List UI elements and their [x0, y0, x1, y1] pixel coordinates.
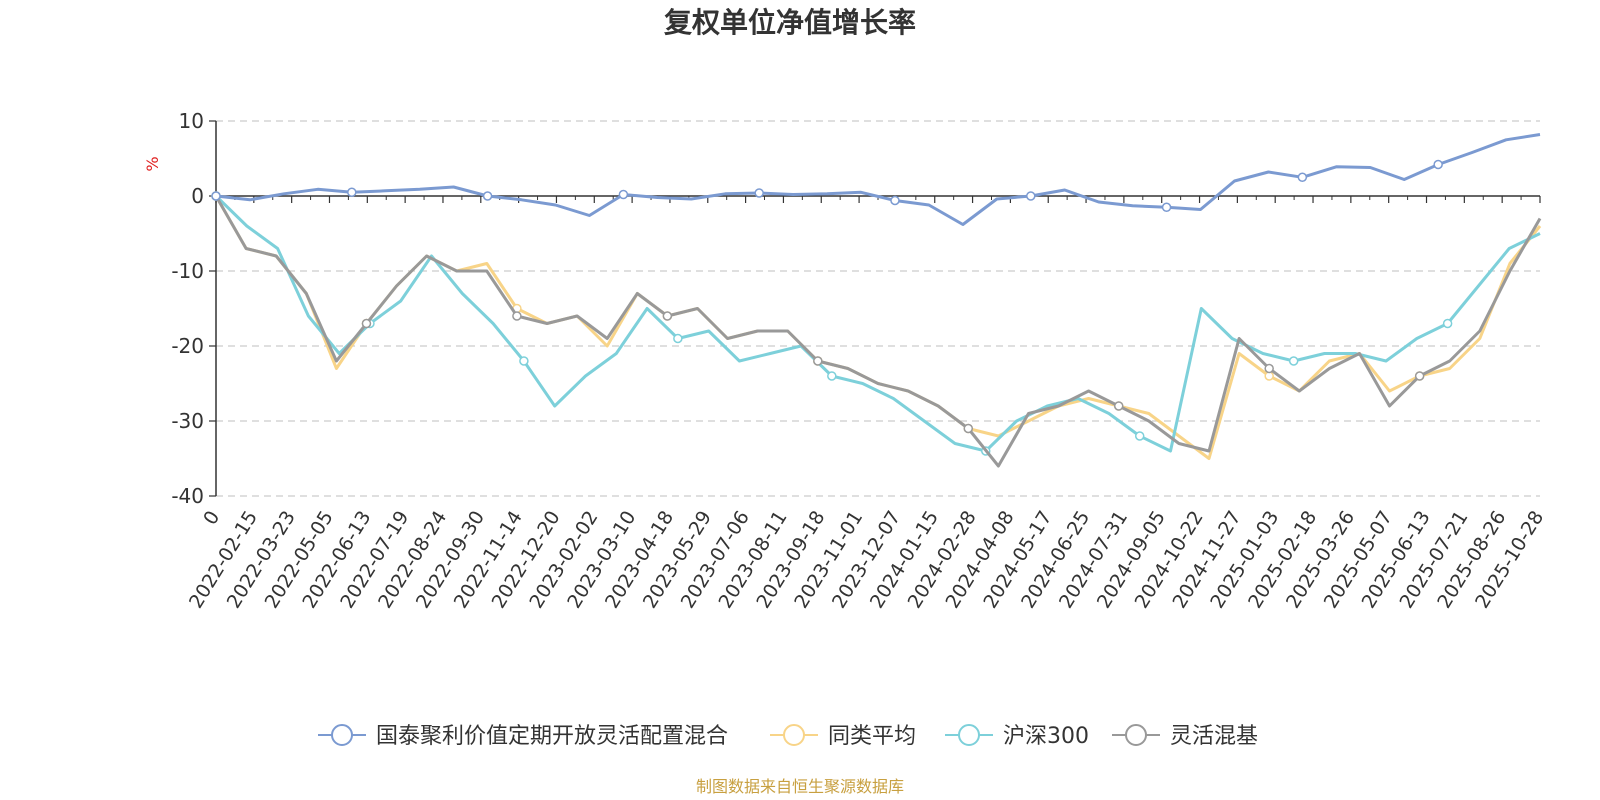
data-point: [673, 333, 683, 344]
data-point: [347, 187, 357, 197]
y-tick-label: -20: [171, 334, 204, 358]
data-point: [1433, 159, 1443, 170]
data-point: [519, 356, 529, 366]
data-point: [1113, 401, 1124, 411]
data-point: [754, 188, 764, 198]
legend-marker: [958, 724, 980, 746]
data-point: [1288, 356, 1299, 366]
x-axis: 02022-02-152022-03-232022-05-052022-06-1…: [185, 195, 1548, 612]
series-layer: [211, 133, 1542, 468]
legend-item-3[interactable]: 灵活混基: [1112, 724, 1258, 749]
legend-item-2[interactable]: 沪深300: [945, 724, 1089, 749]
legend-item-1[interactable]: 同类平均: [770, 724, 916, 749]
legend-marker: [331, 724, 353, 746]
series-line-2: [214, 194, 1541, 453]
data-point: [963, 423, 974, 434]
data-point: [1161, 202, 1172, 212]
data-point: [482, 191, 493, 201]
legend-label: 国泰聚利价值定期开放灵活配置混合: [376, 724, 728, 749]
legend[interactable]: 国泰聚利价值定期开放灵活配置混合 同类平均 沪深300 灵活混基: [318, 724, 1258, 749]
y-tick-label: 10: [179, 109, 204, 133]
legend-marker: [1125, 724, 1147, 746]
series-line-1: [214, 195, 1542, 460]
data-point: [662, 311, 673, 321]
data-point: [512, 311, 522, 321]
y-tick-label: -30: [171, 409, 204, 433]
y-axis: 10 0 -10 -20 -30 -40: [171, 109, 217, 508]
legend-label: 同类平均: [828, 724, 916, 749]
legend-marker: [783, 724, 805, 746]
data-point: [211, 191, 221, 201]
y-tick-label: 0: [191, 184, 204, 208]
series-line-3: [214, 195, 1542, 468]
data-point: [1442, 318, 1453, 329]
legend-label: 沪深300: [1003, 724, 1089, 749]
y-tick-label: -40: [171, 484, 204, 508]
data-point: [827, 371, 837, 381]
data-source-note: 制图数据来自恒生聚源数据库: [696, 777, 904, 796]
x-tick-label: 0: [199, 507, 224, 529]
legend-label: 灵活混基: [1170, 724, 1258, 749]
grid: [216, 120, 1540, 497]
data-point: [618, 189, 629, 200]
data-point: [1297, 172, 1308, 182]
data-point: [813, 356, 823, 366]
chart-title: 复权单位净值增长率: [664, 6, 916, 39]
series-line-0: [215, 133, 1541, 226]
legend-item-0[interactable]: 国泰聚利价值定期开放灵活配置混合: [318, 724, 728, 749]
data-point: [1134, 431, 1145, 441]
data-point: [1414, 371, 1425, 381]
data-point: [361, 318, 372, 329]
y-tick-label: -10: [171, 259, 204, 283]
data-point: [890, 195, 900, 206]
data-point: [1026, 191, 1036, 201]
y-unit-label: %: [143, 156, 162, 171]
data-point: [1264, 363, 1274, 374]
